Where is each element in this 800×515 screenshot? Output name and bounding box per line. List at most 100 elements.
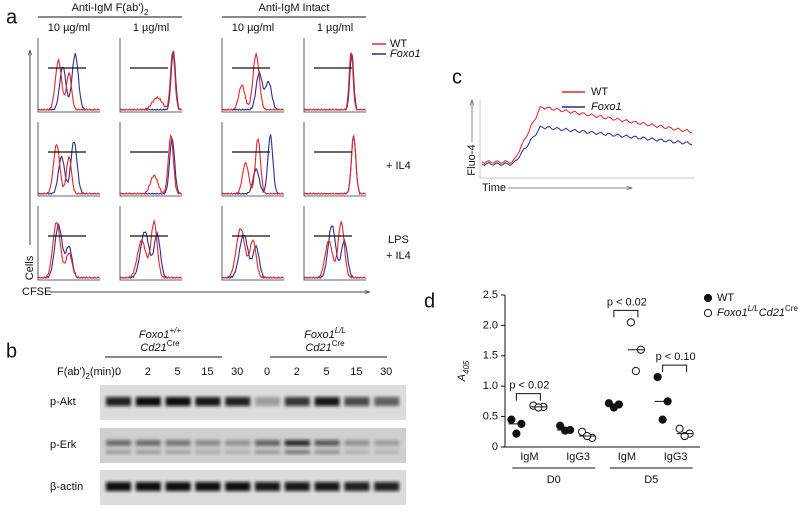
histogram-frame <box>119 38 182 113</box>
blot-band <box>284 397 310 406</box>
y-tick-label: 0 <box>492 441 498 453</box>
blot-band <box>314 440 340 446</box>
histogram-frame <box>221 122 284 197</box>
blot-band <box>284 482 310 491</box>
blot-band <box>195 482 221 491</box>
histogram-curve <box>119 219 182 279</box>
time-label: 15 <box>350 366 362 378</box>
group-label-part: Cre <box>332 339 345 348</box>
blot-band <box>165 450 191 454</box>
histogram-curve <box>119 49 182 111</box>
group-label-part: Cd21 <box>305 342 331 354</box>
blot-band <box>165 482 191 491</box>
group-label: Cd21Cre <box>305 339 345 354</box>
blot-band <box>106 450 131 454</box>
panel-label: c <box>452 66 462 88</box>
time-label: 5 <box>324 366 330 378</box>
blot-band <box>255 450 280 454</box>
data-point <box>556 421 565 430</box>
axis-label: Fluo-4 <box>466 144 478 175</box>
data-point <box>675 424 684 433</box>
panel-label: d <box>424 290 435 312</box>
axis-label: Time <box>482 182 506 194</box>
dose-label: 1 µg/ml <box>317 22 353 34</box>
histogram-curve <box>303 221 366 279</box>
blot-band <box>195 397 221 406</box>
data-point <box>609 403 618 412</box>
treatment-label-part: F(ab') <box>57 366 85 378</box>
treatment-label-part: (min): <box>90 366 118 378</box>
blot-band <box>225 397 251 406</box>
data-point <box>512 429 521 438</box>
blot-band <box>255 482 280 491</box>
blot-band <box>195 440 221 446</box>
treatment-label: F(ab')2(min): <box>57 366 118 381</box>
blot-band <box>374 450 400 454</box>
group-label-part: +/+ <box>170 326 182 335</box>
legend-label-part: Cre <box>785 304 798 313</box>
blot-band <box>314 482 340 491</box>
blot-band <box>255 440 280 446</box>
blot-label: p-Erk <box>50 439 77 451</box>
blot-band <box>135 450 161 454</box>
p-value: p < 0.02 <box>607 296 647 308</box>
histogram-curve <box>303 53 366 111</box>
histogram-curve <box>221 137 284 195</box>
treatment-label-part: 2 <box>85 372 90 381</box>
dose-label: 10 µg/ml <box>232 22 274 34</box>
blot-band <box>255 397 280 406</box>
significance-bracket <box>515 393 541 401</box>
data-point <box>631 366 640 376</box>
p-value: p < 0.10 <box>656 351 696 363</box>
row-label: LPS <box>388 234 409 246</box>
y-tick-label: 1.5 <box>483 350 498 362</box>
histogram-frame <box>303 38 366 113</box>
header: Anti-IgM Intact <box>259 2 330 14</box>
time-label: 0 <box>115 366 121 378</box>
blot-band <box>314 397 340 406</box>
histogram-frame <box>303 206 366 281</box>
dose-label: 10 µg/ml <box>48 22 90 34</box>
group-label-part: Cd21 <box>140 342 166 354</box>
y-tick-label: 2.5 <box>483 289 498 301</box>
blot-band <box>106 482 131 491</box>
histogram-frame <box>303 122 366 197</box>
group-label: D5 <box>644 474 658 486</box>
panel-label: a <box>6 6 18 28</box>
y-tick-label: 1.0 <box>483 380 498 392</box>
group-label: Foxo1+/+ <box>139 326 181 341</box>
header-part: 2 <box>144 8 149 17</box>
histogram-frame <box>119 206 182 281</box>
histogram-frame <box>119 122 182 197</box>
significance-bracket <box>613 309 639 318</box>
histogram-curve <box>303 135 366 195</box>
legend-label: WT <box>591 86 608 98</box>
blot-band <box>284 450 310 454</box>
data-point <box>507 415 516 424</box>
x-tick-label: IgM <box>520 451 538 463</box>
dose-label: 1 µg/ml <box>133 22 169 34</box>
header-part: Anti-IgM F(ab') <box>72 2 144 14</box>
histogram-curve <box>221 51 284 111</box>
legend-marker <box>703 308 713 318</box>
group-label: Cd21Cre <box>140 339 180 354</box>
blot-band <box>165 397 191 406</box>
histogram-curve <box>119 134 182 195</box>
y-axis-label: A405 <box>456 360 471 382</box>
blot-band <box>344 397 370 406</box>
blot-band <box>135 482 161 491</box>
blot-band <box>195 450 221 454</box>
x-tick-label: IgM <box>618 451 636 463</box>
legend-label-part: Cd21 <box>759 307 785 319</box>
blot-band <box>135 397 161 406</box>
row-label: + IL4 <box>386 250 411 262</box>
legend-label: Foxo1L/LCd21Cre <box>717 304 798 319</box>
legend-label-part: Foxo1 <box>717 307 748 319</box>
data-point <box>626 318 635 327</box>
p-value: p < 0.02 <box>509 380 549 392</box>
time-label: 2 <box>294 366 300 378</box>
legend-label-part: L/L <box>748 304 759 313</box>
blot-band <box>314 450 340 454</box>
group-label: D0 <box>547 474 561 486</box>
blot-band <box>106 397 131 406</box>
